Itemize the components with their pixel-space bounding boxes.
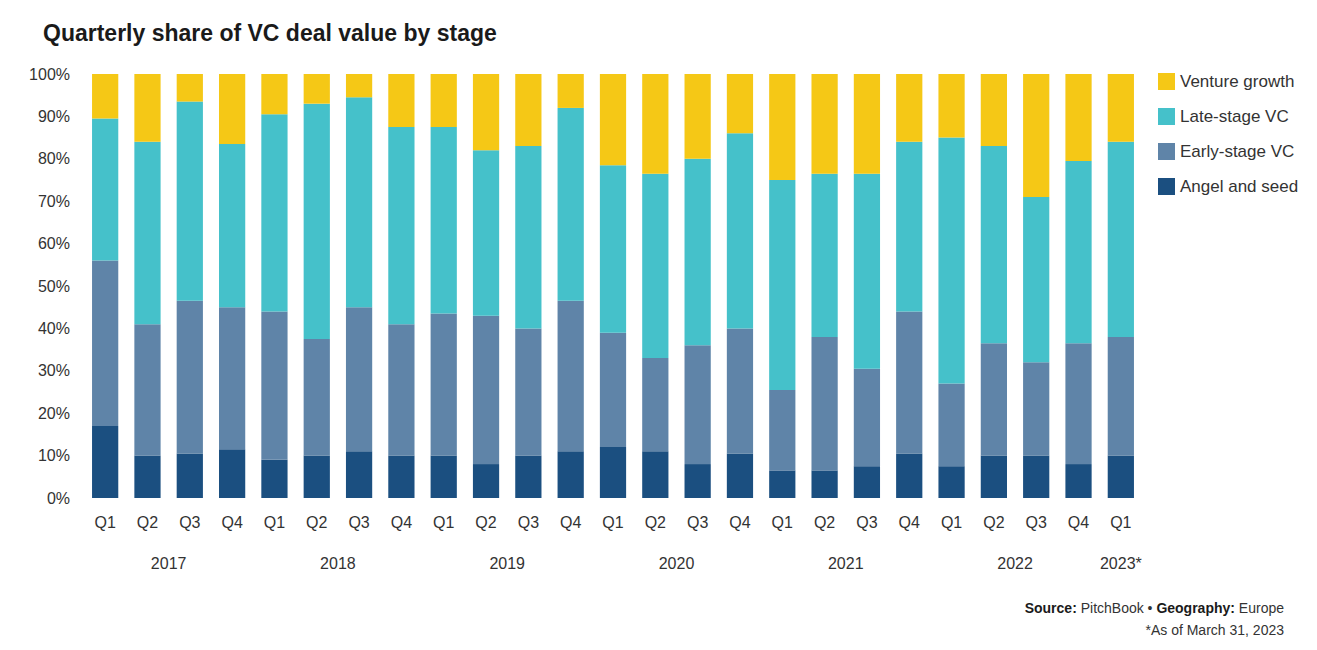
svg-text:Q3: Q3 <box>687 514 708 531</box>
svg-text:60%: 60% <box>38 235 70 252</box>
svg-text:30%: 30% <box>38 362 70 379</box>
svg-text:PitchBook: PitchBook <box>1077 600 1145 616</box>
svg-text:•: • <box>1144 600 1157 616</box>
svg-text:10%: 10% <box>38 447 70 464</box>
svg-text:2020: 2020 <box>659 555 695 572</box>
svg-text:Late-stage VC: Late-stage VC <box>1180 107 1289 126</box>
svg-text:0%: 0% <box>47 490 70 507</box>
svg-text:Q2: Q2 <box>475 514 496 531</box>
svg-text:100%: 100% <box>29 66 70 83</box>
svg-text:90%: 90% <box>38 108 70 125</box>
svg-text:Q1: Q1 <box>433 514 454 531</box>
svg-text:2019: 2019 <box>489 555 525 572</box>
svg-text:Q4: Q4 <box>560 514 581 531</box>
svg-text:Q2: Q2 <box>306 514 327 531</box>
svg-text:80%: 80% <box>38 150 70 167</box>
svg-text:20%: 20% <box>38 405 70 422</box>
svg-text:2021: 2021 <box>828 555 864 572</box>
svg-text:Q4: Q4 <box>899 514 920 531</box>
svg-text:Q2: Q2 <box>983 514 1004 531</box>
svg-text:Geography:: Geography: <box>1156 600 1235 616</box>
svg-text:Q3: Q3 <box>179 514 200 531</box>
svg-text:40%: 40% <box>38 320 70 337</box>
svg-text:Venture growth: Venture growth <box>1180 72 1294 91</box>
svg-text:Source:: Source: <box>1025 600 1077 616</box>
svg-text:Angel and seed: Angel and seed <box>1180 177 1298 196</box>
svg-text:Q1: Q1 <box>941 514 962 531</box>
svg-text:Q3: Q3 <box>1026 514 1047 531</box>
svg-text:Q1: Q1 <box>772 514 793 531</box>
svg-text:Q1: Q1 <box>1110 514 1131 531</box>
svg-text:2022: 2022 <box>997 555 1033 572</box>
svg-text:2023*: 2023* <box>1100 555 1142 572</box>
svg-text:Q2: Q2 <box>645 514 666 531</box>
svg-text:2017: 2017 <box>151 555 187 572</box>
svg-text:Q2: Q2 <box>814 514 835 531</box>
svg-text:Q4: Q4 <box>1068 514 1089 531</box>
svg-text:50%: 50% <box>38 278 70 295</box>
svg-text:Q4: Q4 <box>221 514 242 531</box>
svg-text:Early-stage VC: Early-stage VC <box>1180 142 1294 161</box>
svg-text:Q1: Q1 <box>94 514 115 531</box>
svg-text:Q3: Q3 <box>518 514 539 531</box>
svg-text:Quarterly share of VC deal val: Quarterly share of VC deal value by stag… <box>43 20 497 46</box>
svg-text:2018: 2018 <box>320 555 356 572</box>
svg-text:Q4: Q4 <box>729 514 750 531</box>
svg-text:Q2: Q2 <box>137 514 158 531</box>
svg-text:Q1: Q1 <box>264 514 285 531</box>
svg-text:Q3: Q3 <box>856 514 877 531</box>
svg-text:Q4: Q4 <box>391 514 412 531</box>
svg-text:70%: 70% <box>38 193 70 210</box>
svg-text:Europe: Europe <box>1235 600 1284 616</box>
svg-text:*As of March 31, 2023: *As of March 31, 2023 <box>1145 622 1284 638</box>
svg-text:Q1: Q1 <box>602 514 623 531</box>
svg-text:Q3: Q3 <box>348 514 369 531</box>
